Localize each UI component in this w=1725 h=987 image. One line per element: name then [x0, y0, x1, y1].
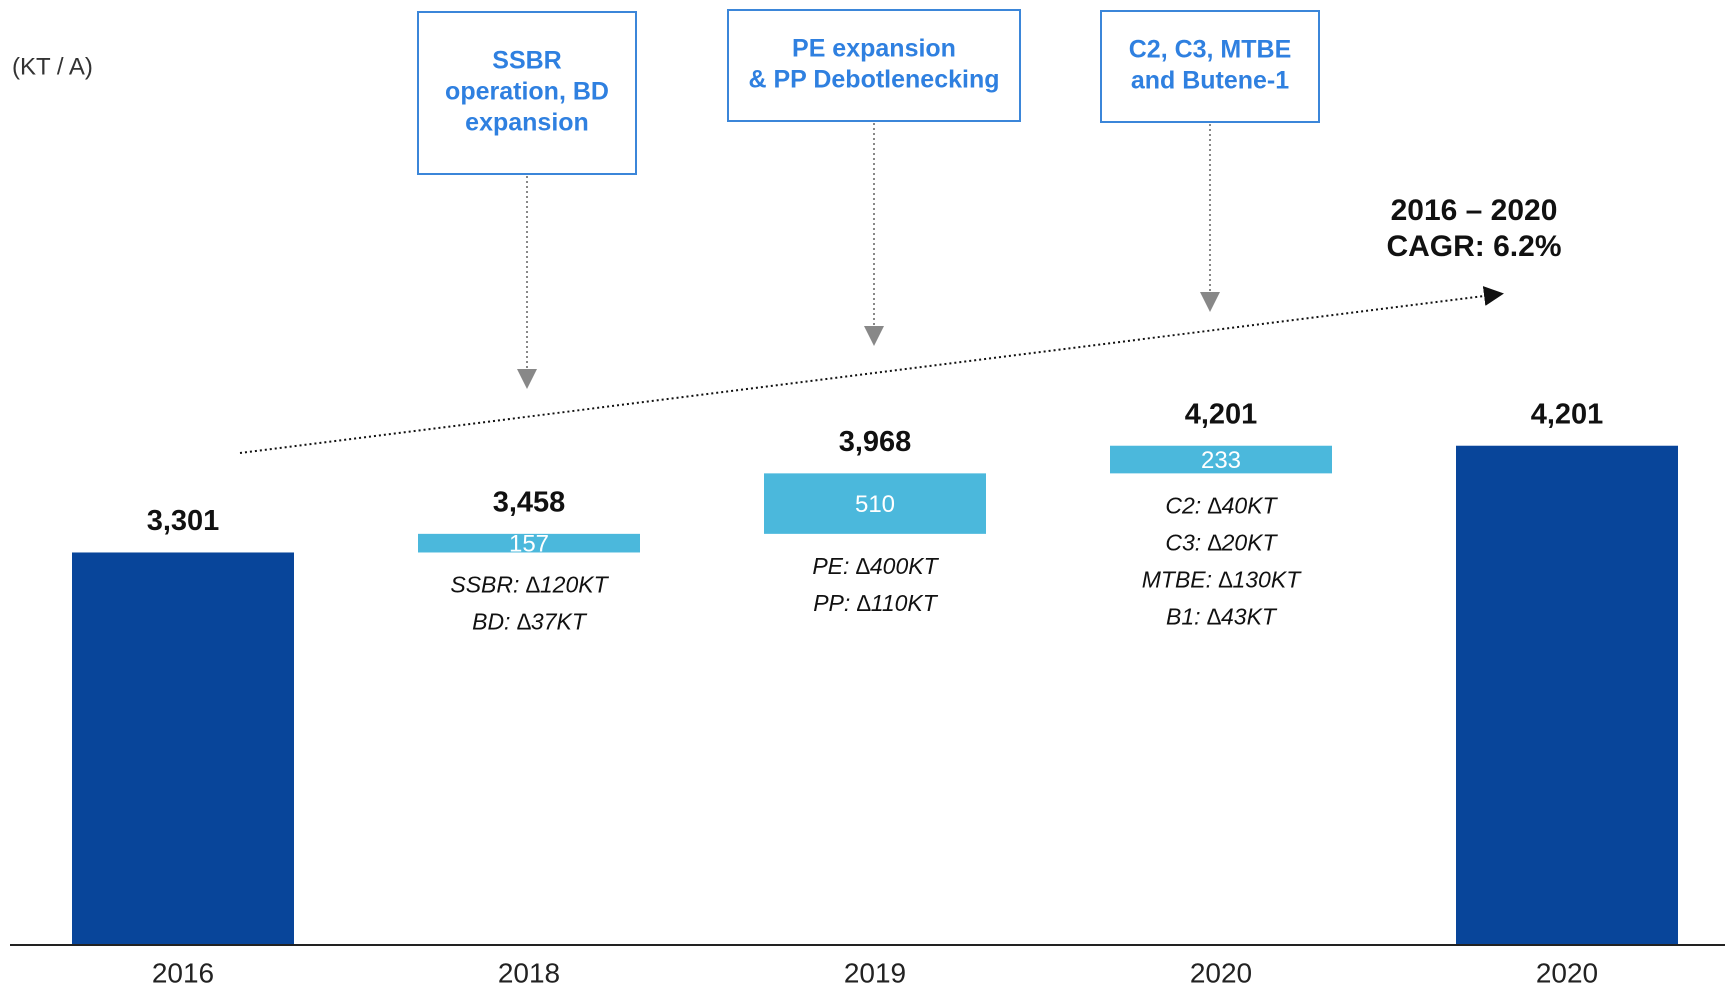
bar: [764, 473, 986, 534]
x-tick-label: 2018: [498, 957, 560, 987]
value-label: 157: [509, 531, 549, 558]
callout-text: PE expansion: [792, 35, 956, 63]
note: BD: ∆37KT: [472, 609, 588, 635]
bar: [1110, 445, 1332, 474]
callout-text: expansion: [465, 109, 589, 137]
x-tick-label: 2020: [1536, 957, 1598, 987]
note: PP: ∆110KT: [813, 590, 939, 616]
value-label: 3,301: [147, 505, 220, 537]
total-label: 3,458: [493, 487, 566, 519]
note: C2: ∆40KT: [1165, 492, 1278, 518]
x-tick-label: 2016: [152, 957, 214, 987]
callout-box: [417, 11, 637, 175]
note: SSBR: ∆120KT: [450, 572, 609, 598]
callout-text: operation, BD: [445, 78, 609, 106]
cagr-period: 2016 – 2020: [1391, 194, 1558, 227]
callout-box: [1100, 10, 1320, 123]
bar: [72, 552, 294, 944]
value-label: 510: [855, 491, 895, 518]
callout-text: C2, C3, MTBE: [1129, 36, 1292, 64]
unit-label: (KT / A): [12, 53, 93, 80]
total-label: 3,968: [839, 426, 912, 458]
x-tick-label: 2019: [844, 957, 906, 987]
value-label: 233: [1201, 447, 1241, 474]
callout-text: & PP Debotlenecking: [749, 66, 1000, 94]
value-label: 4,201: [1531, 398, 1604, 430]
trend-arrow: [239, 286, 1504, 454]
bar: [1456, 445, 1678, 944]
cagr-value: CAGR: 6.2%: [1386, 230, 1561, 263]
x-tick-label: 2020: [1190, 957, 1252, 987]
note: B1: ∆43KT: [1166, 603, 1278, 629]
callout-text: and Butene-1: [1131, 67, 1289, 95]
callout-text: SSBR: [492, 47, 561, 75]
note: C3: ∆20KT: [1165, 529, 1278, 555]
total-label: 4,201: [1185, 398, 1258, 430]
bar: [418, 533, 640, 553]
note: MTBE: ∆130KT: [1142, 566, 1302, 592]
callout-box: [727, 9, 1021, 122]
note: PE: ∆400KT: [812, 553, 939, 579]
